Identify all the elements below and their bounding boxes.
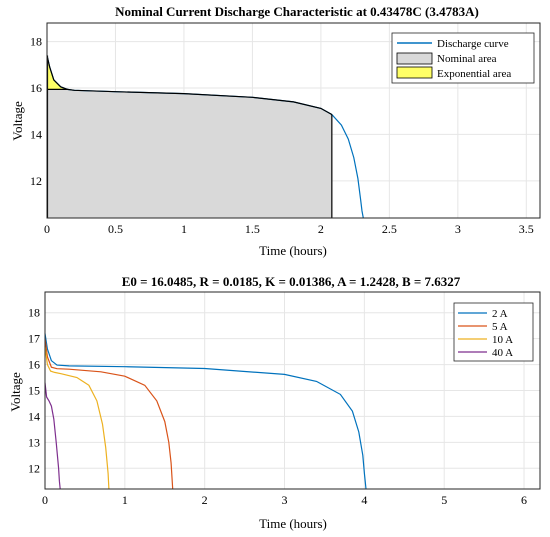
y-tick-labels: 12 14 16 18: [30, 35, 42, 188]
y-tick-label: 17: [28, 332, 40, 346]
x-tick-label: 2: [202, 493, 208, 507]
chart-title: E0 = 16.0485, R = 0.0185, K = 0.01386, A…: [122, 274, 461, 289]
x-tick-label: 0: [42, 493, 48, 507]
y-tick-label: 14: [28, 409, 40, 423]
legend-label-10a: 10 A: [492, 334, 513, 346]
y-tick-label: 16: [28, 358, 40, 372]
x-tick-label: 0.5: [108, 222, 123, 236]
axes-box: [46, 22, 541, 219]
x-tick-label: 1: [181, 222, 187, 236]
x-tick-label: 1.5: [245, 222, 260, 236]
x-tick-label: 3: [282, 493, 288, 507]
x-tick-label: 3: [455, 222, 461, 236]
y-tick-label: 18: [30, 35, 42, 49]
x-tick-label: 1: [122, 493, 128, 507]
legend: Discharge curve Nominal area Exponential…: [391, 32, 535, 84]
series-line-2a: [44, 333, 367, 490]
x-axis-label: Time (hours): [259, 516, 327, 531]
y-tick-label: 14: [30, 127, 42, 141]
y-tick-label: 16: [30, 81, 42, 95]
x-tick-labels: 0 1 2 3 4 5 6: [42, 493, 527, 507]
x-tick-label: 3.5: [519, 222, 534, 236]
nominal-area: [47, 89, 332, 219]
y-tick-label: 18: [28, 306, 40, 320]
shaded-areas: [47, 55, 332, 219]
plot-current-comparison: E0 = 16.0485, R = 0.0185, K = 0.01386, A…: [8, 274, 541, 531]
y-axis-label: Voltage: [8, 372, 23, 412]
y-tick-label: 12: [30, 174, 42, 188]
series-line-10a: [44, 346, 110, 490]
series-line-40a: [44, 382, 61, 490]
exponential-area-outline: [46, 55, 68, 90]
x-tick-label: 0: [44, 222, 50, 236]
x-tick-label: 6: [521, 493, 527, 507]
legend-label-2a: 2 A: [492, 308, 508, 320]
legend: 2 A 5 A 10 A 40 A: [453, 302, 534, 362]
series-lines: [44, 333, 367, 490]
y-axis-label: Voltage: [10, 101, 25, 141]
legend-label-5a: 5 A: [492, 321, 508, 333]
y-tick-label: 13: [28, 435, 40, 449]
y-tick-labels: 12 13 14 15 16 17 18: [28, 306, 40, 476]
legend-swatch-exponential-area: [396, 66, 433, 79]
legend-label-nominal-area: Nominal area: [437, 53, 497, 65]
series-line-5a: [44, 338, 174, 490]
x-tick-label: 2.5: [382, 222, 397, 236]
x-tick-labels: 0 0.5 1 1.5 2 2.5 3 3.5: [44, 222, 534, 236]
legend-label-40a: 40 A: [492, 347, 513, 359]
axes-box: [44, 291, 541, 490]
y-tick-label: 15: [28, 384, 40, 398]
x-tick-label: 4: [361, 493, 367, 507]
chart-title: Nominal Current Discharge Characteristic…: [115, 4, 479, 19]
exponential-area: [47, 55, 68, 90]
x-tick-label: 5: [441, 493, 447, 507]
legend-label-discharge-curve: Discharge curve: [437, 38, 509, 50]
x-axis-label: Time (hours): [259, 243, 327, 258]
legend-label-exponential-area: Exponential area: [437, 68, 511, 80]
y-tick-label: 12: [28, 461, 40, 475]
legend-swatch-nominal-area: [396, 52, 433, 65]
plot-nominal-discharge: Nominal Current Discharge Characteristic…: [10, 4, 541, 258]
nominal-area-outline: [47, 88, 333, 116]
x-tick-label: 2: [318, 222, 324, 236]
